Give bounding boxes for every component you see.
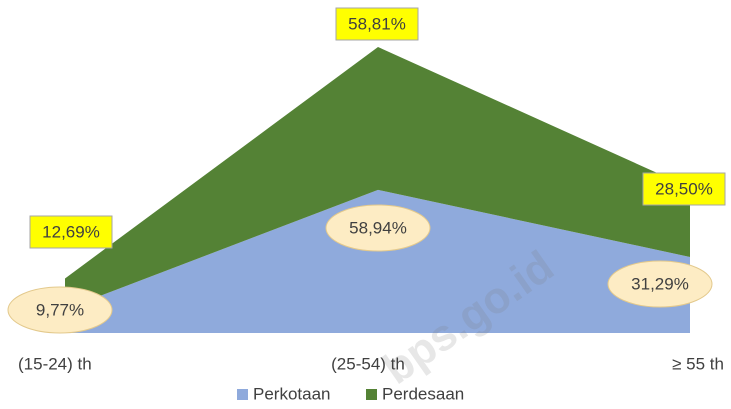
data-label: 9,77% <box>36 300 84 319</box>
area <box>65 189 690 333</box>
label-bubble <box>7 286 113 334</box>
data-label: 58,94% <box>349 218 407 237</box>
label-box <box>642 172 726 206</box>
label-bubble <box>607 260 713 308</box>
x-tick-label: ≥ 55 th <box>672 354 724 373</box>
legend-label: Perkotaan <box>253 384 331 403</box>
label-bubble <box>325 204 431 252</box>
data-label: 28,50% <box>655 179 713 198</box>
data-label: 12,69% <box>42 222 100 241</box>
legend-swatch <box>237 389 248 400</box>
data-label: 31,29% <box>631 274 689 293</box>
area <box>65 47 690 310</box>
x-tick-label: (25-54) th <box>331 354 405 373</box>
label-box <box>29 215 113 249</box>
data-label: 58,81% <box>348 14 406 33</box>
legend-swatch <box>366 389 377 400</box>
legend-label: Perdesaan <box>382 384 464 403</box>
label-box <box>335 7 419 41</box>
x-tick-label: (15-24) th <box>18 354 92 373</box>
